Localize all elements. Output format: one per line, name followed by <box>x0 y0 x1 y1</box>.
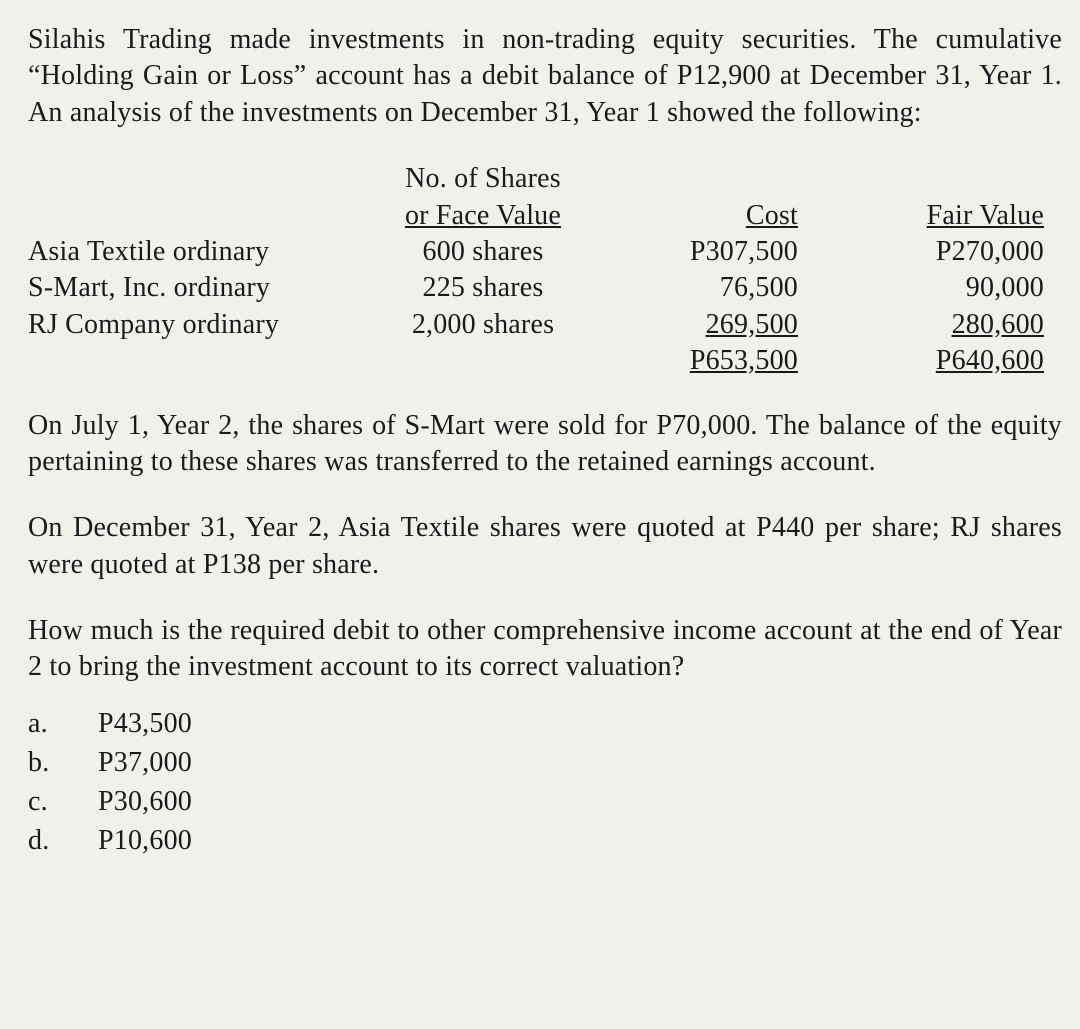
answer-choices: a. P43,500 b. P37,000 c. P30,600 d. P10,… <box>28 704 1062 861</box>
cell-name: RJ Company ordinary <box>28 307 368 343</box>
table-row: RJ Company ordinary 2,000 shares 269,500… <box>28 307 1062 343</box>
cell-cost: 269,500 <box>598 307 816 343</box>
choice-letter: b. <box>28 743 98 782</box>
table-header-row-2: or Face Value Cost Fair Value <box>28 198 1062 234</box>
cell-cost: 76,500 <box>598 270 816 306</box>
col-header-cost: Cost <box>598 198 816 234</box>
col-header-shares-line1: No. of Shares <box>368 161 598 197</box>
cell-name: Asia Textile ordinary <box>28 234 368 270</box>
choice-row: d. P10,600 <box>28 821 1062 860</box>
paragraph-question: How much is the required debit to other … <box>28 613 1062 686</box>
choice-value: P30,600 <box>98 782 1062 821</box>
choice-letter: d. <box>28 821 98 860</box>
cell-fair-value: P270,000 <box>816 234 1062 270</box>
choice-row: a. P43,500 <box>28 704 1062 743</box>
choice-value: P43,500 <box>98 704 1062 743</box>
cell-name: S-Mart, Inc. ordinary <box>28 270 368 306</box>
choice-row: c. P30,600 <box>28 782 1062 821</box>
document-page: Silahis Trading made investments in non-… <box>0 0 1080 1029</box>
paragraph-quotes: On December 31, Year 2, Asia Textile sha… <box>28 510 1062 583</box>
cell-fair-value: 280,600 <box>816 307 1062 343</box>
cell-shares: 600 shares <box>368 234 598 270</box>
investments-table: No. of Shares or Face Value Cost Fair Va… <box>28 161 1062 379</box>
table-total-row: P653,500 P640,600 <box>28 343 1062 379</box>
paragraph-sale: On July 1, Year 2, the shares of S-Mart … <box>28 408 1062 481</box>
cell-shares: 225 shares <box>368 270 598 306</box>
cell-total-fv: P640,600 <box>816 343 1062 379</box>
choice-value: P37,000 <box>98 743 1062 782</box>
cell-shares: 2,000 shares <box>368 307 598 343</box>
choice-letter: a. <box>28 704 98 743</box>
choice-row: b. P37,000 <box>28 743 1062 782</box>
cell-total-cost: P653,500 <box>598 343 816 379</box>
table-row: Asia Textile ordinary 600 shares P307,50… <box>28 234 1062 270</box>
col-header-fair-value: Fair Value <box>816 198 1062 234</box>
table-row: S-Mart, Inc. ordinary 225 shares 76,500 … <box>28 270 1062 306</box>
paragraph-intro: Silahis Trading made investments in non-… <box>28 22 1062 131</box>
cell-cost: P307,500 <box>598 234 816 270</box>
choice-letter: c. <box>28 782 98 821</box>
col-header-shares-line2: or Face Value <box>368 198 598 234</box>
choice-value: P10,600 <box>98 821 1062 860</box>
table-header-row-1: No. of Shares <box>28 161 1062 197</box>
cell-fair-value: 90,000 <box>816 270 1062 306</box>
